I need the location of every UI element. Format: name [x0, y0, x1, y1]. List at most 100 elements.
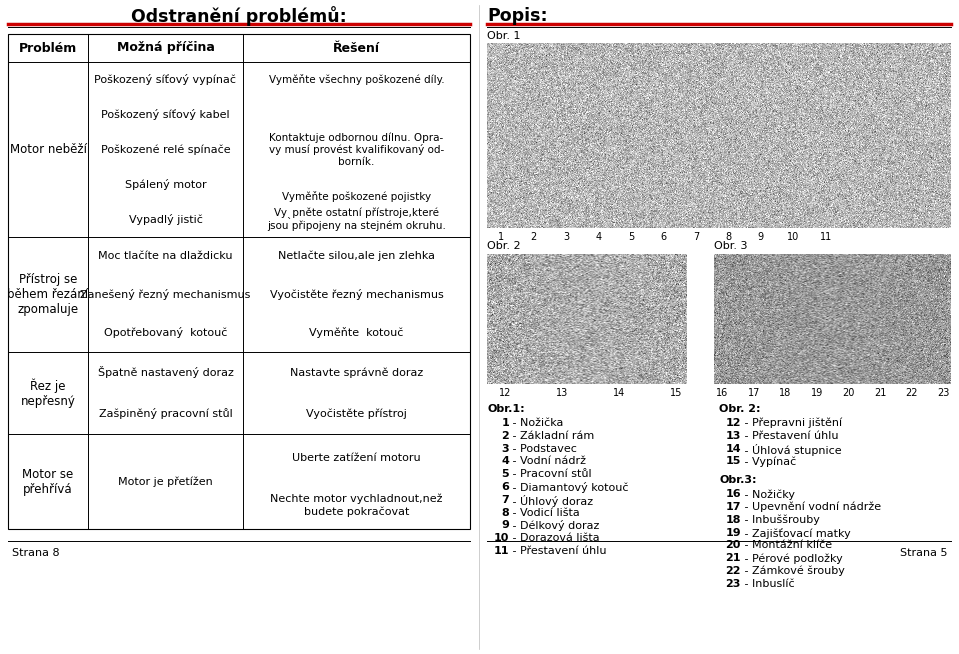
Text: 18: 18 — [726, 515, 741, 525]
Text: - Vodní nádrž: - Vodní nádrž — [509, 456, 586, 466]
Text: 9: 9 — [758, 232, 763, 242]
Text: Strana 5: Strana 5 — [900, 548, 947, 558]
Text: Strana 8: Strana 8 — [12, 548, 59, 558]
Text: 14: 14 — [725, 443, 741, 454]
Text: Motor neběží: Motor neběží — [10, 143, 86, 156]
Text: 16: 16 — [725, 489, 741, 499]
Text: Poškozený síťový vypínač: Poškozený síťový vypínač — [95, 74, 237, 85]
Text: Moc tlačíte na dlaždicku: Moc tlačíte na dlaždicku — [98, 251, 233, 261]
Text: - Přepravni jištění: - Přepravni jištění — [741, 418, 842, 428]
Text: Poškozený síťový kabel: Poškozený síťový kabel — [102, 109, 230, 120]
Text: - Diamantový kotouč: - Diamantový kotouč — [509, 482, 628, 493]
Text: 19: 19 — [725, 528, 741, 538]
Text: Obr.1:: Obr.1: — [487, 404, 525, 414]
Text: Opotřebovaný  kotouč: Opotřebovaný kotouč — [104, 328, 227, 338]
Text: Přístroj se
během řezání
zpomaluje: Přístroj se během řezání zpomaluje — [8, 273, 88, 316]
Text: 15: 15 — [726, 456, 741, 466]
Text: 6: 6 — [661, 232, 667, 242]
Text: Vyměňte všechny poškozené díly.: Vyměňte všechny poškozené díly. — [269, 74, 444, 85]
Text: Špatně nastavený doraz: Špatně nastavený doraz — [98, 366, 233, 379]
Text: - Vypínač: - Vypínač — [741, 456, 796, 467]
Text: 11: 11 — [820, 232, 831, 242]
Text: - Zámkové šrouby: - Zámkové šrouby — [741, 566, 845, 576]
Text: 5: 5 — [502, 469, 509, 479]
Text: 15: 15 — [670, 388, 683, 398]
Text: Netlаčte silou,ale jen zlehka: Netlаčte silou,ale jen zlehka — [278, 251, 435, 262]
Text: Obr.3:: Obr.3: — [719, 475, 757, 485]
Text: 10: 10 — [787, 232, 800, 242]
Text: Obr. 3: Obr. 3 — [714, 241, 748, 251]
Text: - Úhlová stupnice: - Úhlová stupnice — [741, 443, 842, 456]
Text: 20: 20 — [726, 540, 741, 551]
Text: 2: 2 — [530, 232, 537, 242]
Text: - Inbuslíč: - Inbuslíč — [741, 579, 795, 589]
Text: - Přestavení úhlu: - Přestavení úhlu — [741, 431, 838, 441]
Text: - Vodicí lišta: - Vodicí lišta — [509, 508, 580, 517]
Text: Obr. 1: Obr. 1 — [487, 31, 521, 41]
Text: 12: 12 — [499, 388, 511, 398]
Text: Vyměňte poškozené pojistky: Vyměňte poškozené pojistky — [282, 191, 431, 202]
Text: 8: 8 — [502, 508, 509, 517]
Text: Vyˎpněte ostatní přístroje,které
jsou připojeny na stejném okruhu.: Vyˎpněte ostatní přístroje,které jsou př… — [267, 208, 446, 232]
Text: 5: 5 — [628, 232, 634, 242]
Text: Zanešený řezný mechanismus: Zanešený řezný mechanismus — [81, 289, 250, 300]
Text: Nastavte správně doraz: Nastavte správně doraz — [290, 368, 423, 378]
Text: 21: 21 — [874, 388, 886, 398]
Text: - Základní rám: - Základní rám — [509, 431, 595, 441]
Text: 3: 3 — [502, 443, 509, 454]
Text: 9: 9 — [502, 521, 509, 530]
Text: Uberte zatížení motoru: Uberte zatížení motoru — [292, 453, 421, 463]
Text: Spálený motor: Spálený motor — [125, 179, 206, 190]
Text: 19: 19 — [810, 388, 823, 398]
Text: 20: 20 — [842, 388, 854, 398]
Text: 17: 17 — [748, 388, 760, 398]
Text: - Zajišťovací matky: - Zajišťovací matky — [741, 528, 851, 538]
Text: Zašpiněný pracovní stůl: Zašpiněný pracovní stůl — [99, 408, 232, 419]
Text: 18: 18 — [780, 388, 791, 398]
Text: 14: 14 — [613, 388, 625, 398]
Text: Kontaktuje odbornou dílnu. Opra-
vy musí provést kvalifikovaný od-
borník.: Kontaktuje odbornou dílnu. Opra- vy musí… — [269, 132, 444, 167]
Text: Nechte motor vychladnout,než
budete pokračovat: Nechte motor vychladnout,než budete pokr… — [270, 494, 443, 517]
Text: Problém: Problém — [19, 41, 77, 54]
Text: Odstranění problémů:: Odstranění problémů: — [131, 6, 347, 26]
Text: - Upevnění vodní nádrže: - Upevnění vodní nádrže — [741, 502, 881, 513]
Text: 22: 22 — [905, 388, 918, 398]
Text: 13: 13 — [726, 431, 741, 441]
Text: 22: 22 — [726, 566, 741, 576]
Text: Vyměňte  kotouč: Vyměňte kotouč — [310, 328, 404, 338]
Text: Řez je
nepřesný: Řez je nepřesný — [20, 378, 76, 407]
Text: Obr. 2:: Obr. 2: — [719, 404, 760, 414]
Text: 3: 3 — [563, 232, 569, 242]
Text: - Nožičky: - Nožičky — [741, 489, 795, 500]
Text: 10: 10 — [494, 533, 509, 543]
Text: - Přestavení úhlu: - Přestavení úhlu — [509, 546, 606, 556]
Text: Obr. 2: Obr. 2 — [487, 241, 521, 251]
Text: 1: 1 — [498, 232, 504, 242]
Text: 7: 7 — [502, 495, 509, 505]
Text: - Pérové podložky: - Pérové podložky — [741, 553, 843, 564]
Text: 13: 13 — [556, 388, 569, 398]
Text: - Montážní klíče: - Montážní klíče — [741, 540, 832, 551]
Text: - Pracovní stůl: - Pracovní stůl — [509, 469, 592, 479]
Text: Vyočistěte přístroj: Vyočistěte přístroj — [306, 408, 407, 419]
Text: 1: 1 — [502, 418, 509, 428]
Text: - Délkový doraz: - Délkový doraz — [509, 521, 599, 532]
Text: 16: 16 — [716, 388, 729, 398]
Text: Vypadlý jistič: Vypadlý jistič — [129, 214, 202, 225]
Text: - Úhlový doraz: - Úhlový doraz — [509, 495, 593, 507]
Text: 4: 4 — [596, 232, 601, 242]
Text: 12: 12 — [726, 418, 741, 428]
Text: - Nožička: - Nožička — [509, 418, 563, 428]
Text: 8: 8 — [725, 232, 732, 242]
Text: 6: 6 — [502, 482, 509, 492]
Text: - Dorazová lišta: - Dorazová lišta — [509, 533, 599, 543]
Text: Poškozené relé spínače: Poškozené relé spínače — [101, 145, 230, 155]
Text: Popis:: Popis: — [487, 7, 548, 25]
Text: 4: 4 — [502, 456, 509, 466]
Text: Řešení: Řešení — [333, 41, 380, 54]
Text: 21: 21 — [726, 553, 741, 563]
Text: 23: 23 — [726, 579, 741, 589]
Text: 17: 17 — [726, 502, 741, 512]
Text: 7: 7 — [692, 232, 699, 242]
Bar — [8, 34, 470, 529]
